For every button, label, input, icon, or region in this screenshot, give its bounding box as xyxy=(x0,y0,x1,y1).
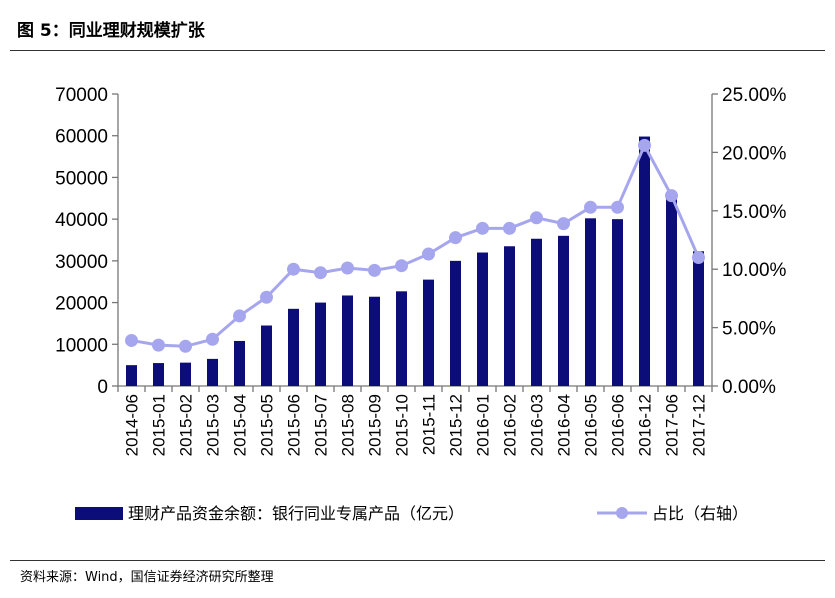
line-point xyxy=(638,138,651,152)
line-point xyxy=(395,259,408,273)
bar xyxy=(342,295,353,386)
line-point xyxy=(422,247,435,261)
line-point xyxy=(287,262,300,276)
bar xyxy=(207,358,218,386)
line-point xyxy=(206,332,219,346)
source-note: 资料来源：Wind，国信证券经济研究所整理 xyxy=(20,570,274,585)
top-rule xyxy=(10,50,825,51)
line-point xyxy=(233,309,246,323)
line-point xyxy=(260,290,273,304)
x-tick-label: 2016-05 xyxy=(582,394,601,456)
x-tick-label: 2015-06 xyxy=(285,394,304,456)
line-point xyxy=(368,263,381,277)
x-tick-label: 2016-03 xyxy=(528,394,547,456)
right-tick-label: 5.00% xyxy=(722,319,776,340)
line-point xyxy=(530,211,543,225)
left-tick-label: 20000 xyxy=(55,294,108,315)
right-tick-label: 10.00% xyxy=(722,260,787,281)
line-point xyxy=(314,266,327,280)
left-tick-label: 0 xyxy=(97,377,108,398)
bottom-rule xyxy=(10,560,825,561)
right-tick-label: 15.00% xyxy=(722,202,787,223)
line-point xyxy=(557,217,570,231)
left-tick-label: 40000 xyxy=(55,210,108,231)
left-tick-label: 50000 xyxy=(55,168,108,189)
bar xyxy=(585,218,596,386)
x-tick-label: 2015-11 xyxy=(420,394,439,455)
bar xyxy=(558,235,569,386)
chart-legend: 理财产品资金余额：银行同业专属产品（亿元） 占比（右轴） xyxy=(75,504,748,523)
line-point xyxy=(665,189,678,203)
bar xyxy=(315,302,326,386)
x-tick-label: 2016-06 xyxy=(609,394,628,456)
right-tick-label: 0.00% xyxy=(722,377,776,398)
bar xyxy=(396,291,407,386)
share-line xyxy=(131,141,700,348)
left-tick-label: 60000 xyxy=(55,127,108,148)
x-tick-label: 2015-08 xyxy=(339,394,358,456)
legend-line-label: 占比（右轴） xyxy=(652,504,748,523)
bar xyxy=(531,238,542,386)
x-tick-label: 2014-06 xyxy=(123,394,142,456)
line-point xyxy=(611,200,624,214)
line-point xyxy=(584,200,597,214)
x-tick-label: 2016-01 xyxy=(474,394,493,456)
bar xyxy=(639,136,650,386)
bar xyxy=(666,195,677,386)
x-tick-label: 2015-01 xyxy=(150,394,169,456)
bar xyxy=(126,365,137,386)
line-point xyxy=(125,333,138,347)
x-tick-label: 2015-05 xyxy=(258,394,277,456)
x-tick-label: 2016-02 xyxy=(501,394,520,456)
bar xyxy=(477,252,488,386)
x-tick-label: 2016-12 xyxy=(636,394,655,456)
bar xyxy=(234,340,245,386)
bar xyxy=(153,363,164,386)
right-tick-label: 20.00% xyxy=(722,143,787,164)
x-tick-label: 2015-12 xyxy=(447,394,466,456)
bar xyxy=(612,219,623,386)
legend-bar-swatch xyxy=(75,507,123,520)
legend-bar-label: 理财产品资金余额：银行同业专属产品（亿元） xyxy=(128,504,464,523)
x-tick-label: 2015-02 xyxy=(177,394,196,456)
bar xyxy=(180,362,191,386)
line-point xyxy=(449,231,462,245)
line-point xyxy=(692,251,705,265)
x-tick-label: 2017-12 xyxy=(690,394,709,456)
bar xyxy=(693,251,704,386)
line-point xyxy=(152,338,165,352)
line-point xyxy=(476,221,489,235)
right-tick-label: 25.00% xyxy=(722,85,787,106)
bar xyxy=(504,246,515,386)
line-point xyxy=(503,221,516,235)
bar-series xyxy=(126,136,704,386)
chart-title: 图 5：同业理财规模扩张 xyxy=(17,21,205,41)
left-tick-label: 70000 xyxy=(55,85,108,106)
x-tick-label: 2015-09 xyxy=(366,394,385,456)
bar xyxy=(261,325,272,386)
x-tick-label: 2015-04 xyxy=(231,394,250,456)
bar xyxy=(450,260,461,386)
bar xyxy=(369,296,380,386)
bar xyxy=(423,279,434,386)
line-point xyxy=(179,339,192,353)
chart-axes: 0 10000 20000 30000 40000 50000 60000 70000 0.00… xyxy=(55,85,786,456)
legend-line-marker xyxy=(616,507,628,519)
x-tick-label: 2017-06 xyxy=(663,394,682,456)
left-tick-label: 10000 xyxy=(55,335,108,356)
x-tick-label: 2015-07 xyxy=(312,394,331,456)
line-point xyxy=(341,261,354,275)
line-series xyxy=(125,138,705,353)
x-tick-label: 2015-03 xyxy=(204,394,223,456)
x-tick-label: 2015-10 xyxy=(393,394,412,456)
x-tick-label: 2016-04 xyxy=(555,394,574,456)
bar xyxy=(288,308,299,386)
left-tick-label: 30000 xyxy=(55,252,108,273)
